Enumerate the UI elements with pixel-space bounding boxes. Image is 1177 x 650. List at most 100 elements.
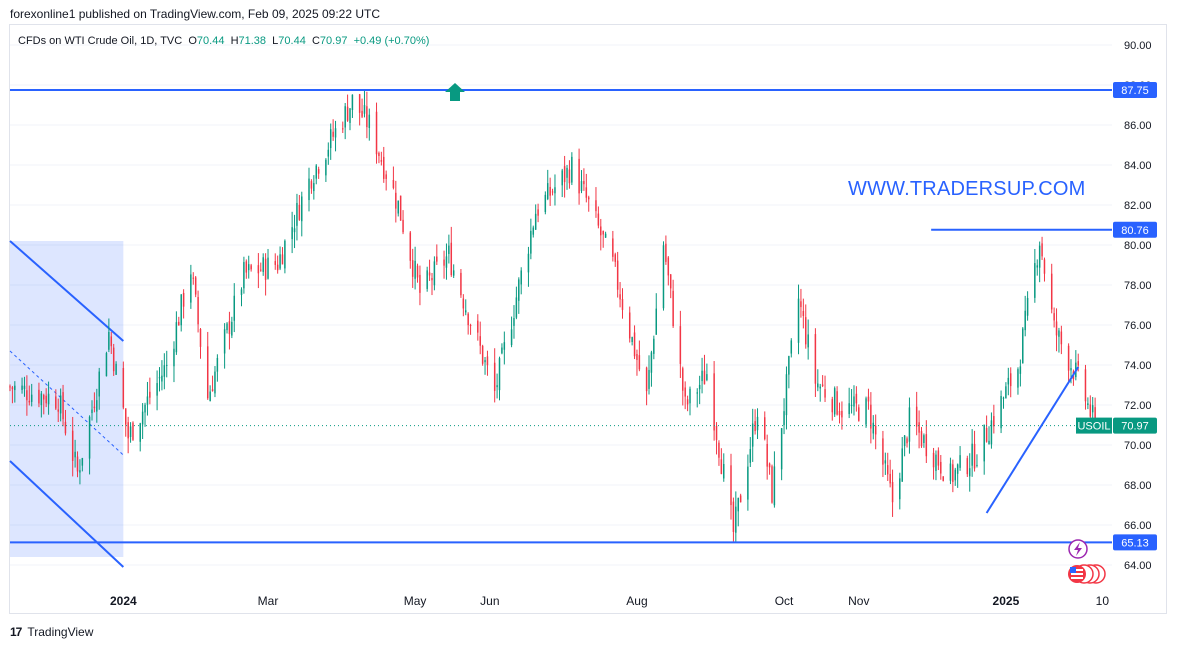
candle-body bbox=[1007, 377, 1010, 385]
candle-body bbox=[74, 451, 76, 458]
candle-body bbox=[1084, 369, 1087, 402]
candle-body bbox=[378, 152, 380, 157]
chart-legend: CFDs on WTI Crude Oil, 1D, TVC O70.44 H7… bbox=[18, 35, 429, 47]
candle-body bbox=[568, 169, 571, 184]
candle-body bbox=[108, 331, 110, 350]
candle-body bbox=[585, 187, 588, 198]
candle-body bbox=[587, 197, 590, 200]
candle-body bbox=[932, 452, 935, 468]
candle-body bbox=[908, 407, 911, 442]
tradingview-footer[interactable]: 17 TradingView bbox=[10, 625, 93, 639]
candle-body bbox=[754, 421, 756, 432]
candle-body bbox=[983, 424, 985, 462]
candle-body bbox=[518, 279, 520, 301]
candle-body bbox=[493, 362, 496, 391]
candle-body bbox=[655, 308, 657, 335]
candle-body bbox=[720, 459, 723, 474]
candle-body bbox=[93, 406, 96, 409]
time-tick-label: 10 bbox=[1096, 594, 1110, 608]
candle-body bbox=[192, 277, 195, 279]
candle-body bbox=[571, 156, 573, 183]
candle-body bbox=[954, 469, 957, 481]
level-lines bbox=[10, 89, 1112, 544]
candle-body bbox=[561, 170, 563, 186]
candle-body bbox=[436, 256, 438, 262]
candle-body bbox=[872, 422, 875, 434]
candle-body bbox=[833, 388, 836, 415]
candle-body bbox=[751, 423, 754, 447]
candle-body bbox=[344, 106, 346, 128]
candle-body bbox=[81, 457, 84, 466]
candle-body bbox=[141, 411, 144, 425]
candle-body bbox=[503, 342, 506, 350]
candle-body bbox=[836, 391, 838, 415]
candle-body bbox=[669, 274, 672, 289]
candle-body bbox=[749, 448, 752, 463]
candle-body bbox=[496, 385, 498, 388]
candle-body bbox=[317, 169, 320, 174]
candle-body bbox=[903, 435, 906, 447]
candle-body bbox=[824, 389, 826, 398]
candle-body bbox=[1024, 310, 1026, 331]
candle-body bbox=[62, 392, 64, 420]
candle-body bbox=[650, 352, 653, 373]
candle-body bbox=[701, 370, 703, 382]
candle-body bbox=[1005, 386, 1007, 399]
candle-body bbox=[178, 321, 180, 326]
candle-body bbox=[737, 498, 739, 512]
candle-body bbox=[180, 294, 182, 326]
candle-body bbox=[1022, 328, 1024, 364]
candle-body bbox=[621, 299, 624, 310]
lightning-icon[interactable] bbox=[1068, 539, 1088, 559]
candle-body bbox=[28, 400, 31, 403]
candle-body bbox=[563, 166, 566, 183]
candle-body bbox=[882, 438, 884, 465]
candle-body bbox=[886, 465, 889, 475]
candle-body bbox=[549, 186, 551, 196]
channel-upper-line[interactable] bbox=[9, 240, 124, 342]
candle-body bbox=[182, 292, 185, 307]
candle-body bbox=[631, 337, 633, 343]
candle-body bbox=[445, 256, 448, 268]
candle-body bbox=[1094, 407, 1096, 426]
price-tick-label: 78.00 bbox=[1124, 280, 1152, 292]
candle-body bbox=[411, 260, 414, 277]
candle-body bbox=[349, 108, 351, 123]
candle-body bbox=[578, 158, 580, 194]
candle-body bbox=[923, 435, 925, 443]
candle-body bbox=[416, 265, 419, 278]
candle-body bbox=[645, 367, 648, 392]
candle-body bbox=[315, 165, 317, 179]
trend-line[interactable] bbox=[985, 366, 1080, 514]
candle-body bbox=[477, 320, 479, 333]
candle-body bbox=[648, 369, 650, 389]
candle-body bbox=[1050, 273, 1053, 310]
candle-body bbox=[342, 128, 344, 130]
price-tick-label: 90.00 bbox=[1124, 40, 1152, 52]
candle-body bbox=[718, 442, 720, 458]
legend-symbol: CFDs on WTI Crude Oil, 1D, TVC bbox=[18, 35, 183, 47]
last-price-tag-label: 70.97 bbox=[1121, 421, 1149, 433]
candle-body bbox=[891, 482, 894, 503]
candle-body bbox=[612, 238, 614, 257]
level-tag-label: 65.13 bbox=[1121, 537, 1149, 549]
candle-body bbox=[443, 259, 445, 266]
candle-body bbox=[848, 403, 850, 415]
candle-body bbox=[380, 160, 383, 162]
candle-body bbox=[231, 321, 233, 336]
candle-body bbox=[267, 257, 269, 279]
candle-body bbox=[870, 404, 872, 429]
candle-body bbox=[122, 368, 125, 408]
candle-body bbox=[703, 370, 706, 385]
candle-body bbox=[901, 448, 903, 482]
candle-body bbox=[1089, 404, 1092, 417]
us-flag-events-icon[interactable] bbox=[1068, 564, 1106, 584]
candle-body bbox=[190, 274, 192, 303]
candle-body bbox=[247, 264, 250, 271]
tradingview-logo-icon: 17 bbox=[10, 625, 22, 639]
level-tag-bg bbox=[1113, 534, 1157, 551]
candle-body bbox=[26, 390, 28, 401]
candle-body bbox=[918, 422, 920, 433]
channel-lower-line[interactable] bbox=[9, 460, 125, 568]
